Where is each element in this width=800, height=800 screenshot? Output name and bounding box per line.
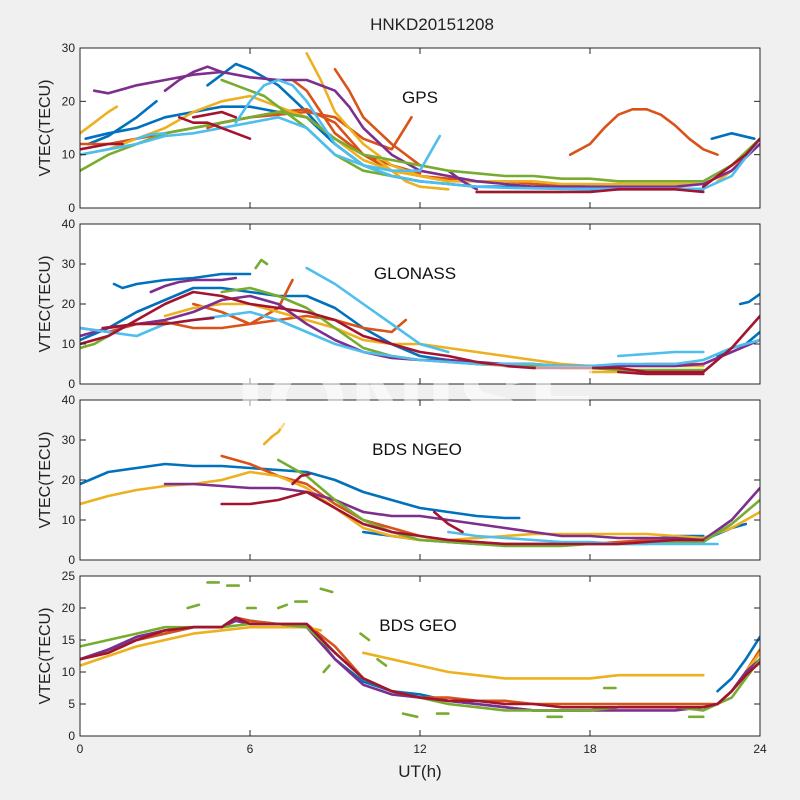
y-tick-label: 40	[62, 393, 76, 407]
series-line	[80, 110, 760, 183]
series-line	[163, 482, 760, 542]
plot-area	[80, 576, 760, 736]
y-tick-label: 10	[62, 148, 76, 162]
series-line	[616, 370, 705, 376]
series-line	[322, 664, 331, 674]
x-tick-label: 0	[77, 742, 84, 756]
y-tick-label: 0	[68, 553, 75, 567]
y-tick-label: 20	[62, 297, 76, 311]
panel-bds-ngeo: 0 10 20 30 40 VTEC(TECU) BDS NGEO	[37, 393, 761, 567]
y-tick-label: 0	[68, 377, 75, 391]
series-line	[401, 712, 419, 719]
panel-label: BDS GEO	[379, 616, 456, 635]
x-tick-label: 24	[753, 742, 767, 756]
series-line	[80, 116, 442, 172]
series-line	[446, 530, 719, 546]
y-tick-label: 10	[62, 665, 76, 679]
series-group	[80, 51, 760, 194]
series-line	[80, 625, 323, 667]
series-line	[305, 51, 450, 183]
series-line	[186, 603, 201, 610]
series-line	[361, 651, 705, 680]
series-line	[738, 292, 760, 306]
series-line	[220, 490, 705, 546]
series-line	[177, 116, 252, 140]
series-line	[333, 68, 422, 167]
series-line	[135, 132, 167, 140]
y-axis-label: VTEC(TECU)	[37, 432, 54, 529]
x-axis-label: UT(h)	[398, 762, 441, 781]
series-line	[112, 272, 252, 290]
series-line	[710, 132, 756, 140]
series-group	[80, 581, 760, 719]
y-tick-label: 15	[62, 633, 76, 647]
y-axis-label: VTEC(TECU)	[37, 80, 54, 177]
series-line	[80, 616, 760, 709]
series-line	[701, 137, 760, 188]
y-axis-label: VTEC(TECU)	[37, 256, 54, 353]
series-line	[192, 110, 238, 119]
series-line	[80, 290, 535, 370]
y-tick-label: 30	[62, 257, 76, 271]
x-tick-label: 12	[413, 742, 427, 756]
x-tick-label: 18	[583, 742, 597, 756]
series-line	[616, 350, 705, 358]
y-tick-label: 10	[62, 337, 76, 351]
series-line	[291, 472, 311, 486]
series-line	[163, 65, 223, 92]
y-tick-label: 20	[62, 601, 76, 615]
series-line	[80, 142, 124, 151]
y-tick-label: 25	[62, 569, 76, 583]
series-line	[254, 258, 269, 270]
series-line	[262, 422, 286, 446]
y-tick-label: 0	[68, 729, 75, 743]
y-tick-label: 20	[62, 94, 76, 108]
panel-glonass: 0 10 20 30 40 VTEC(TECU) GLONASS	[37, 217, 761, 391]
y-tick-label: 0	[68, 201, 75, 215]
panel-label: GLONASS	[374, 264, 456, 283]
y-tick-label: 30	[62, 41, 76, 55]
series-line	[220, 78, 394, 178]
panel-bds-geo: 0 5 10 15 20 25 0 6 12 18 24 VTEC(TECU) BDS GEO	[37, 569, 767, 756]
series-line	[359, 632, 371, 642]
series-line	[376, 657, 388, 667]
panel-label: BDS NGEO	[372, 440, 462, 459]
y-tick-label: 5	[68, 697, 75, 711]
x-tick-label: 6	[247, 742, 254, 756]
y-tick-label: 30	[62, 433, 76, 447]
series-line	[101, 316, 215, 330]
series-line	[376, 158, 450, 191]
series-line	[319, 587, 334, 594]
watermark: IONISE	[236, 345, 601, 461]
figure-title: HNKD20151208	[370, 15, 494, 34]
y-tick-label: 10	[62, 513, 76, 527]
series-line	[276, 603, 289, 610]
series-line	[87, 100, 158, 146]
series-line	[305, 266, 450, 354]
series-group	[80, 258, 760, 376]
series-line	[531, 314, 760, 374]
panel-label: GPS	[402, 88, 438, 107]
panels: 0 10 20 30 VTEC(TECU) GPS 0 10 20 30 40 VTEC(TECU) G…	[37, 41, 767, 756]
y-axis-label: VTEC(TECU)	[37, 608, 54, 705]
series-line	[80, 462, 521, 520]
series-line	[80, 105, 119, 135]
series-line	[276, 458, 760, 548]
series-line	[149, 276, 238, 294]
series-line	[475, 188, 705, 194]
series-line	[432, 510, 464, 534]
series-line	[716, 635, 760, 693]
y-tick-label: 40	[62, 217, 76, 231]
series-group	[80, 422, 760, 548]
panel-gps: 0 10 20 30 VTEC(TECU) GPS	[37, 41, 761, 215]
y-tick-label: 20	[62, 473, 76, 487]
series-line	[568, 108, 719, 156]
